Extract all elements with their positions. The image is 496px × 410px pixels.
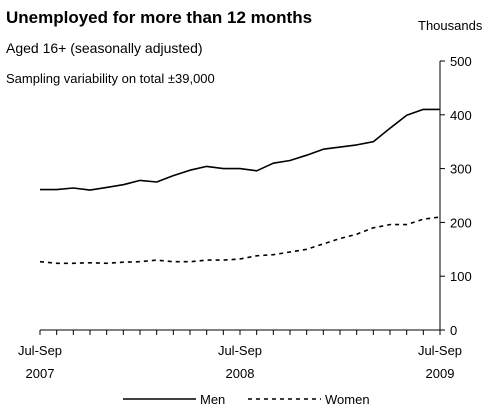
x-tick-label-year: 2009 (426, 366, 455, 381)
y-tick-label: 0 (450, 323, 457, 338)
chart-legend: Men Women (123, 392, 370, 407)
x-tick-label-year: 2007 (26, 366, 55, 381)
legend-label-men: Men (200, 392, 225, 407)
series-line-women (39, 216, 441, 265)
y-tick-label: 300 (450, 162, 472, 177)
series-layer (39, 108, 441, 265)
x-tick-label: Jul-Sep (418, 343, 462, 358)
y-tick-label: 200 (450, 215, 472, 230)
legend-label-women: Women (325, 392, 370, 407)
y-tick-label: 500 (450, 54, 472, 69)
x-tick-label-year: 2008 (226, 366, 255, 381)
chart-title: Unemployed for more than 12 months (6, 8, 313, 27)
x-tick-label: Jul-Sep (18, 343, 62, 358)
y-axis-unit-label: Thousands (418, 18, 483, 33)
x-tick-label: Jul-Sep (218, 343, 262, 358)
axes: 0 100 200 300 400 500 Jul-Sep 2007 Jul-Sep 2008 Ju… (18, 54, 472, 381)
chart-subtitle: Aged 16+ (seasonally adjusted) (6, 40, 203, 56)
sampling-variability-note: Sampling variability on total ±39,000 (6, 71, 215, 86)
y-tick-label: 100 (450, 269, 472, 284)
y-tick-label: 400 (450, 108, 472, 123)
series-line-men (40, 108, 440, 191)
